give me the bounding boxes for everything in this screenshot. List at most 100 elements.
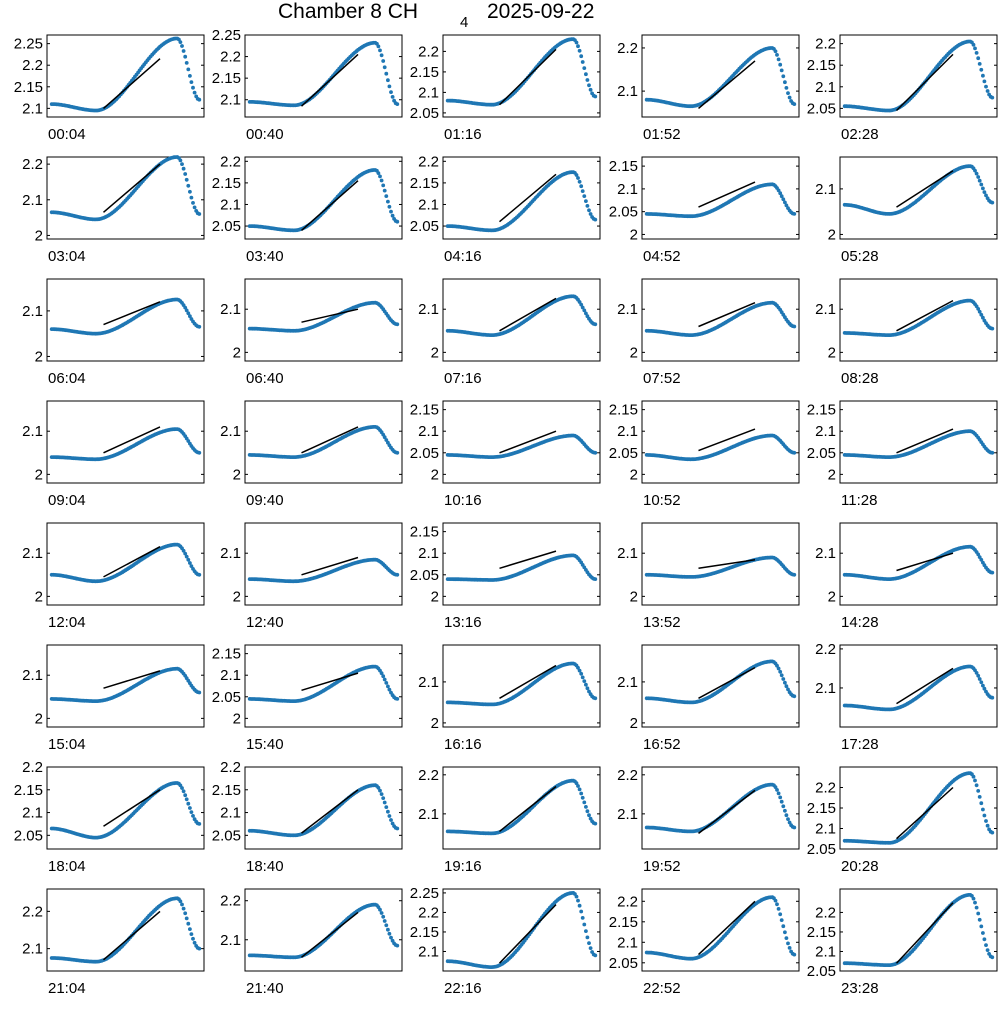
panel-axes-box bbox=[46, 888, 205, 972]
data-point bbox=[184, 177, 189, 182]
panel-time-label: 22:52 bbox=[643, 980, 681, 997]
y-tick-label: 2 bbox=[233, 344, 241, 361]
fit-line bbox=[301, 789, 359, 834]
panel-2104: 2.1 2.2 21:04 bbox=[22, 888, 205, 997]
data-point bbox=[577, 903, 582, 908]
data-point bbox=[574, 894, 579, 899]
data-point bbox=[582, 194, 587, 199]
panel-0416: 2.05 2.1 2.15 2.2 04:16 bbox=[410, 153, 601, 265]
panel-time-label: 01:52 bbox=[643, 126, 681, 143]
data-point bbox=[191, 814, 195, 818]
y-tick-label: 2.1 bbox=[418, 423, 439, 440]
y-tick-label: 2.2 bbox=[418, 43, 439, 60]
data-point bbox=[582, 679, 587, 683]
y-tick-label: 2.1 bbox=[617, 545, 638, 562]
y-tick-label: 2.1 bbox=[220, 805, 241, 822]
data-point bbox=[981, 683, 985, 688]
data-point bbox=[183, 551, 188, 556]
panel-time-label: 21:04 bbox=[48, 980, 86, 997]
data-point bbox=[188, 314, 192, 319]
panel-time-label: 00:04 bbox=[48, 126, 86, 143]
y-tick-label: 2.1 bbox=[418, 545, 439, 562]
panel-1016: 2 2.05 2.1 2.15 10:16 bbox=[410, 400, 601, 509]
data-point bbox=[389, 90, 393, 94]
data-point bbox=[973, 46, 977, 51]
data-point bbox=[773, 49, 778, 54]
y-tick-label: 2.05 bbox=[807, 841, 836, 858]
data-point bbox=[381, 914, 386, 919]
panel-time-label: 07:16 bbox=[444, 370, 482, 387]
y-tick-label: 2.1 bbox=[617, 181, 638, 198]
panel-2216: 2.1 2.15 2.2 2.25 22:16 bbox=[410, 885, 601, 997]
panel-axes-box bbox=[244, 156, 403, 240]
data-point bbox=[990, 95, 995, 100]
y-tick-label: 2.15 bbox=[410, 175, 439, 192]
data-point bbox=[971, 896, 976, 901]
panel-axes-box bbox=[839, 400, 998, 484]
panel-time-label: 07:52 bbox=[643, 370, 681, 387]
data-point bbox=[580, 675, 585, 680]
data-point bbox=[395, 450, 400, 455]
panel-time-label: 09:40 bbox=[246, 492, 284, 509]
data-point bbox=[582, 308, 587, 313]
data-point bbox=[976, 673, 981, 678]
data-point bbox=[976, 56, 981, 61]
panel-axes-box bbox=[244, 278, 403, 362]
data-point bbox=[390, 213, 395, 218]
data-point bbox=[386, 809, 390, 814]
data-point bbox=[180, 162, 184, 167]
data-point bbox=[582, 66, 587, 70]
panel-axes-box bbox=[442, 522, 601, 606]
y-tick-label: 2.05 bbox=[410, 445, 439, 462]
panel-time-label: 04:52 bbox=[643, 248, 681, 265]
data-point bbox=[186, 921, 191, 926]
panel-1316: 2 2.05 2.1 2.15 13:16 bbox=[410, 522, 601, 631]
panel-axes-box bbox=[46, 644, 205, 728]
y-tick-label: 2.1 bbox=[22, 667, 43, 684]
data-point bbox=[979, 801, 984, 806]
data-point bbox=[786, 941, 790, 946]
data-point bbox=[976, 911, 981, 916]
data-point bbox=[378, 788, 382, 793]
y-tick-label: 2.05 bbox=[410, 218, 439, 235]
y-tick-label: 2.1 bbox=[815, 821, 836, 838]
panel-0228: 2.05 2.1 2.15 2.2 02:28 bbox=[807, 34, 998, 143]
y-tick-label: 2.1 bbox=[220, 196, 241, 213]
y-tick-label: 2.1 bbox=[617, 934, 638, 951]
data-point bbox=[188, 927, 192, 931]
data-point bbox=[584, 929, 588, 933]
y-tick-label: 2.05 bbox=[807, 445, 836, 462]
data-point bbox=[188, 189, 192, 194]
y-tick-label: 2.15 bbox=[807, 57, 836, 74]
data-point bbox=[593, 217, 598, 222]
data-point bbox=[378, 174, 382, 179]
panel-time-label: 09:04 bbox=[48, 492, 86, 509]
data-point bbox=[781, 677, 786, 681]
y-tick-label: 2.15 bbox=[609, 914, 638, 931]
panel-2140: 2.1 2.2 21:40 bbox=[220, 888, 403, 997]
data-point bbox=[786, 687, 790, 692]
y-tick-label: 2.15 bbox=[410, 64, 439, 81]
data-point bbox=[776, 188, 781, 193]
y-tick-label: 2.1 bbox=[815, 181, 836, 198]
data-point bbox=[971, 42, 976, 47]
y-tick-label: 2.15 bbox=[14, 79, 43, 96]
fit-line bbox=[301, 180, 359, 231]
data-point bbox=[973, 168, 977, 173]
data-point bbox=[593, 577, 598, 581]
panel-0116: 2.05 2.1 2.15 2.2 01:16 bbox=[410, 34, 601, 143]
y-tick-label: 2.2 bbox=[220, 893, 241, 910]
fit-line bbox=[698, 558, 756, 570]
data-point bbox=[985, 89, 990, 93]
y-tick-label: 2 bbox=[431, 344, 439, 361]
data-point bbox=[982, 686, 987, 691]
panel-axes-box bbox=[641, 34, 800, 118]
y-tick-label: 2.1 bbox=[418, 943, 439, 960]
y-tick-label: 2.1 bbox=[22, 941, 43, 958]
data-point bbox=[585, 204, 590, 208]
fit-line bbox=[103, 789, 161, 827]
panel-2028: 2.05 2.1 2.15 2.2 20:28 bbox=[807, 766, 998, 875]
data-point bbox=[387, 931, 392, 936]
data-point bbox=[178, 40, 183, 44]
